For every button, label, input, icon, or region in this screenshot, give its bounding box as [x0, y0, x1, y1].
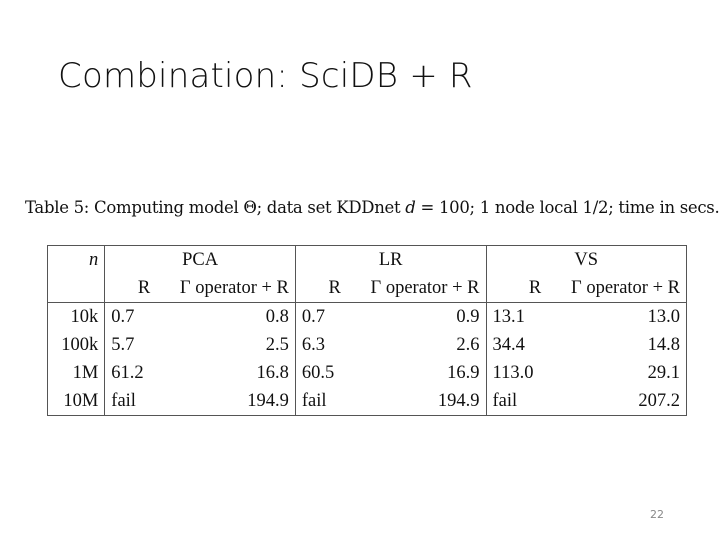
- cell-vs-gamma: 29.1: [647, 362, 680, 383]
- subheader-pca-gamma: Γ operator + R: [156, 274, 296, 303]
- subheader-lr-gamma: Γ operator + R: [346, 274, 486, 303]
- cell-pca-r: 61.2: [104, 359, 157, 387]
- subheader-pca-r: R: [104, 274, 157, 303]
- cell-lr-r: 6.3: [294, 331, 347, 359]
- table-row: 1M 61.2 16.8 60.5 16.9 113.0 29.1: [48, 359, 687, 387]
- cell-vs-gamma: 207.2: [638, 390, 680, 411]
- cell-lr-r: fail: [294, 387, 347, 416]
- cell-n: 10k: [70, 306, 99, 327]
- cell-pca-gamma: 2.5: [265, 334, 289, 355]
- cell-vs-r: fail: [485, 387, 548, 416]
- group-header-pca: PCA: [104, 245, 296, 274]
- cell-pca-r: 5.7: [104, 331, 157, 359]
- cell-lr-r: 60.5: [294, 359, 347, 387]
- cell-lr-r: 0.7: [294, 302, 347, 331]
- n-subheader-empty: [47, 274, 105, 303]
- cell-n: 10M: [63, 390, 99, 411]
- cell-pca-gamma: 16.8: [256, 362, 289, 383]
- cell-n: 100k: [61, 334, 99, 355]
- subheader-vs-r: R: [485, 274, 548, 303]
- group-header-lr: LR: [294, 245, 486, 274]
- sub-header-row: R Γ operator + R R Γ operator + R R Γ op…: [47, 274, 687, 303]
- cell-vs-r: 113.0: [485, 359, 548, 387]
- cell-lr-gamma: 0.9: [456, 306, 480, 327]
- cell-lr-gamma: 2.6: [456, 334, 480, 355]
- table-row: 10k 0.7 0.8 0.7 0.9 13.1 13.0: [48, 302, 687, 331]
- caption-suffix: = 100; 1 node local 1/2; time in secs.: [415, 198, 720, 217]
- caption-prefix: Table 5: Computing model Θ; data set KDD…: [25, 198, 406, 217]
- cell-vs-gamma: 14.8: [647, 334, 680, 355]
- table-caption: Table 5: Computing model Θ; data set KDD…: [25, 198, 720, 217]
- cell-pca-r: fail: [104, 387, 157, 416]
- table-row: 10M fail 194.9 fail 194.9 fail 207.2: [48, 387, 687, 416]
- table-row: 100k 5.7 2.5 6.3 2.6 34.4 14.8: [48, 331, 687, 359]
- subheader-lr-r: R: [294, 274, 347, 303]
- page-number: 22: [650, 508, 664, 521]
- results-table: n PCA LR VS R Γ operator + R R Γ operato…: [47, 245, 687, 416]
- n-column-header: n: [89, 249, 99, 270]
- cell-lr-gamma: 194.9: [437, 390, 480, 411]
- cell-pca-gamma: 0.8: [265, 306, 289, 327]
- group-header-vs: VS: [485, 245, 687, 274]
- caption-d-variable: d: [405, 198, 416, 217]
- group-header-row: n PCA LR VS: [48, 245, 687, 274]
- cell-vs-r: 34.4: [485, 331, 548, 359]
- cell-vs-r: 13.1: [485, 302, 548, 331]
- slide-title: Combination: SciDB + R: [58, 56, 473, 96]
- cell-n: 1M: [72, 362, 99, 383]
- cell-pca-r: 0.7: [104, 302, 157, 331]
- cell-pca-gamma: 194.9: [247, 390, 289, 411]
- cell-lr-gamma: 16.9: [447, 362, 480, 383]
- subheader-vs-gamma: Γ operator + R: [547, 274, 687, 303]
- cell-vs-gamma: 13.0: [647, 306, 680, 327]
